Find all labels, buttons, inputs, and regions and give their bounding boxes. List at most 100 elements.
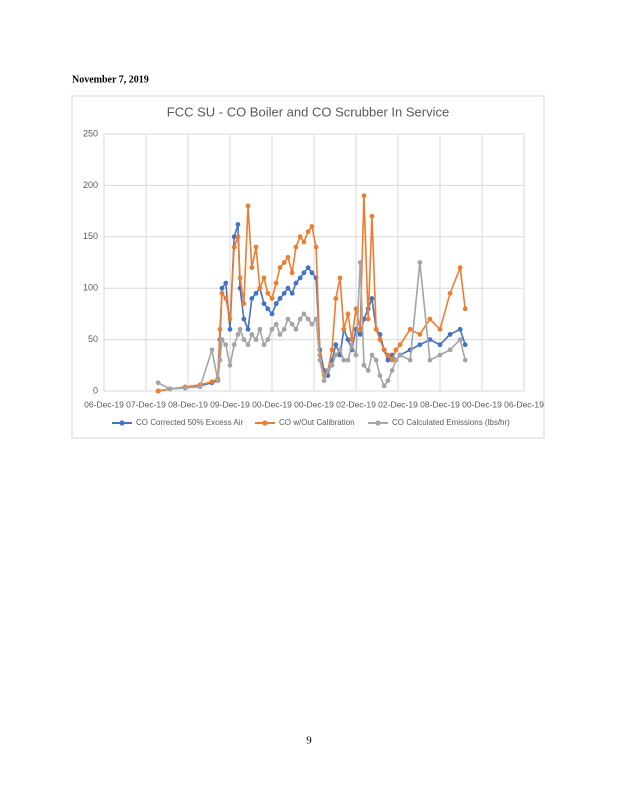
x-tick-label: 06-Dec-19 bbox=[84, 399, 124, 409]
data-point bbox=[462, 342, 468, 348]
data-point bbox=[437, 326, 443, 332]
data-point bbox=[457, 265, 463, 271]
data-point bbox=[253, 290, 259, 296]
legend-marker bbox=[375, 420, 381, 426]
x-tick-label: 08-Dec-19 bbox=[420, 399, 460, 409]
data-point bbox=[369, 352, 375, 358]
data-point bbox=[447, 290, 453, 296]
data-point bbox=[273, 321, 279, 327]
data-point bbox=[227, 362, 233, 368]
data-point bbox=[217, 326, 223, 332]
data-point bbox=[215, 378, 221, 384]
data-point bbox=[361, 362, 367, 368]
data-point bbox=[273, 280, 279, 286]
legend-label: CO w/Out Calibration bbox=[279, 418, 355, 427]
data-point bbox=[457, 337, 463, 342]
data-point bbox=[245, 326, 251, 332]
data-point bbox=[235, 222, 241, 227]
data-point bbox=[417, 260, 423, 265]
data-point bbox=[349, 337, 355, 342]
data-point bbox=[277, 265, 283, 271]
data-point bbox=[297, 234, 303, 240]
data-point bbox=[417, 342, 423, 348]
legend-marker bbox=[262, 420, 268, 426]
data-point bbox=[219, 290, 225, 296]
data-point bbox=[269, 296, 275, 301]
data-point bbox=[261, 301, 267, 307]
x-tick-label: 00-Dec-19 bbox=[294, 399, 334, 409]
y-tick-label: 200 bbox=[83, 180, 98, 190]
data-point bbox=[289, 321, 295, 327]
data-point bbox=[377, 337, 383, 342]
data-point bbox=[325, 368, 331, 373]
y-tick-label: 250 bbox=[83, 128, 98, 138]
data-point bbox=[321, 378, 327, 384]
data-point bbox=[341, 326, 347, 332]
data-point bbox=[407, 357, 413, 363]
data-point bbox=[345, 337, 351, 342]
data-point bbox=[241, 316, 247, 322]
data-point bbox=[241, 337, 247, 342]
data-point bbox=[329, 347, 335, 353]
x-tick-label: 02-Dec-19 bbox=[378, 399, 418, 409]
data-point bbox=[427, 357, 433, 363]
data-point bbox=[289, 290, 295, 296]
x-tick-label: 00-Dec-19 bbox=[462, 399, 502, 409]
data-point bbox=[261, 275, 267, 281]
y-tick-label: 150 bbox=[83, 231, 98, 241]
data-point bbox=[373, 326, 379, 332]
data-point bbox=[357, 332, 363, 337]
data-point bbox=[281, 290, 287, 296]
data-point bbox=[249, 296, 255, 301]
data-point bbox=[313, 316, 319, 322]
data-point bbox=[253, 244, 259, 250]
data-point bbox=[167, 386, 173, 392]
data-point bbox=[223, 342, 229, 348]
data-point bbox=[273, 301, 279, 307]
data-point bbox=[297, 275, 303, 281]
data-point bbox=[235, 234, 241, 240]
data-point bbox=[389, 357, 395, 363]
data-point bbox=[219, 337, 225, 342]
data-point bbox=[227, 316, 233, 322]
data-point bbox=[389, 368, 395, 373]
data-point bbox=[217, 357, 223, 363]
data-point bbox=[337, 347, 343, 353]
data-point bbox=[223, 296, 229, 301]
data-point bbox=[357, 326, 363, 332]
data-point bbox=[227, 326, 233, 332]
data-point bbox=[257, 326, 263, 332]
data-point bbox=[155, 380, 161, 386]
data-point bbox=[361, 193, 367, 199]
data-point bbox=[333, 352, 339, 358]
data-point bbox=[397, 352, 403, 358]
data-point bbox=[349, 342, 355, 348]
data-point bbox=[437, 342, 443, 348]
data-point bbox=[385, 357, 391, 363]
data-point bbox=[393, 347, 399, 353]
data-point bbox=[237, 326, 243, 332]
chart-title: FCC SU - CO Boiler and CO Scrubber In Se… bbox=[167, 104, 449, 119]
data-point bbox=[257, 285, 263, 291]
data-point bbox=[437, 352, 443, 358]
data-point bbox=[365, 368, 371, 373]
data-point bbox=[155, 388, 161, 394]
data-point bbox=[407, 326, 413, 332]
data-point bbox=[427, 316, 433, 322]
data-point bbox=[182, 385, 188, 391]
data-point bbox=[285, 285, 291, 291]
data-point bbox=[305, 229, 311, 235]
data-point bbox=[369, 296, 375, 301]
data-point bbox=[317, 357, 323, 363]
data-point bbox=[231, 244, 237, 250]
data-point bbox=[269, 311, 275, 317]
data-point bbox=[197, 384, 203, 390]
page-number: 9 bbox=[306, 735, 312, 747]
data-point bbox=[305, 316, 311, 322]
data-point bbox=[365, 316, 371, 322]
data-point bbox=[353, 352, 359, 358]
y-tick-label: 100 bbox=[83, 283, 98, 293]
data-point bbox=[337, 275, 343, 281]
